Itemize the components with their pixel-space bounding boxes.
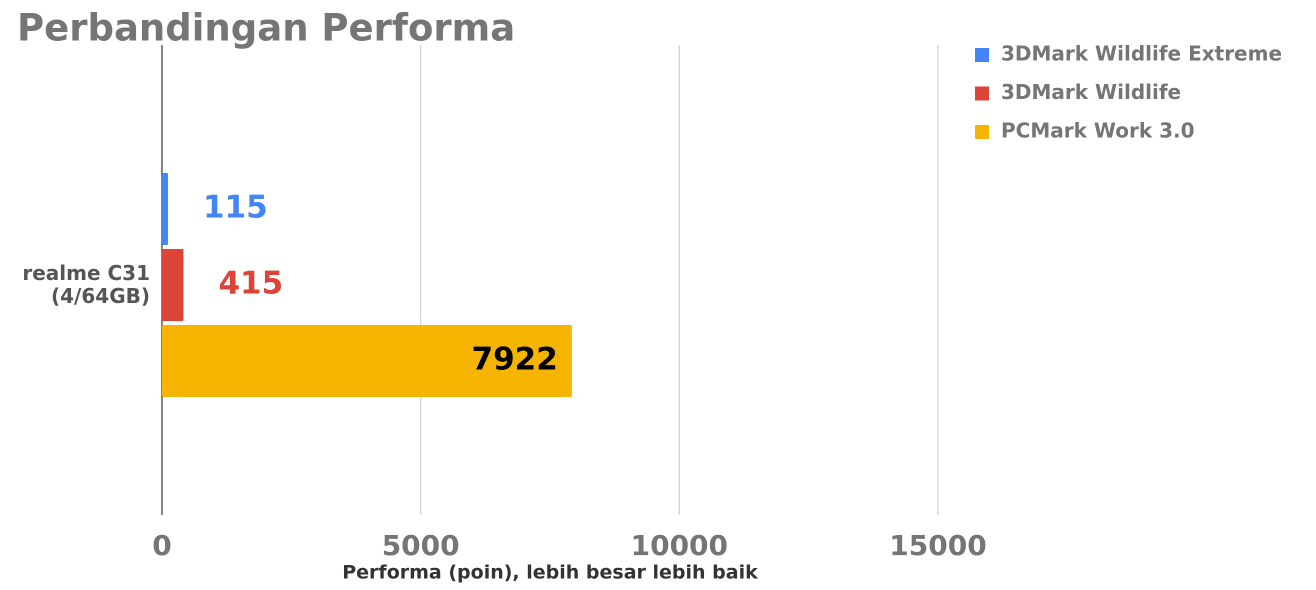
bar	[162, 173, 168, 245]
x-axis-title: Performa (poin), lebih besar lebih baik	[342, 562, 758, 584]
x-tick-label: 10000	[631, 529, 728, 562]
legend-label: 3DMark Wildlife Extreme	[1001, 42, 1282, 66]
category-label: realme C31 (4/64GB)	[22, 261, 150, 308]
legend-swatch	[975, 86, 989, 101]
value-label: 7922	[472, 342, 558, 378]
legend-swatch	[975, 48, 989, 62]
x-tick-label: 5000	[382, 529, 460, 562]
chart-title: Perbandingan Performa	[17, 7, 515, 50]
value-label: 115	[203, 190, 268, 226]
legend-label: 3DMark Wildlife	[1001, 80, 1181, 104]
value-label: 415	[218, 266, 283, 302]
legend-swatch	[975, 125, 989, 139]
bar	[162, 325, 572, 397]
x-tick-label: 0	[152, 529, 171, 562]
x-tick-label: 15000	[889, 529, 986, 562]
legend-label: PCMark Work 3.0	[1001, 119, 1195, 143]
bar	[162, 249, 184, 321]
